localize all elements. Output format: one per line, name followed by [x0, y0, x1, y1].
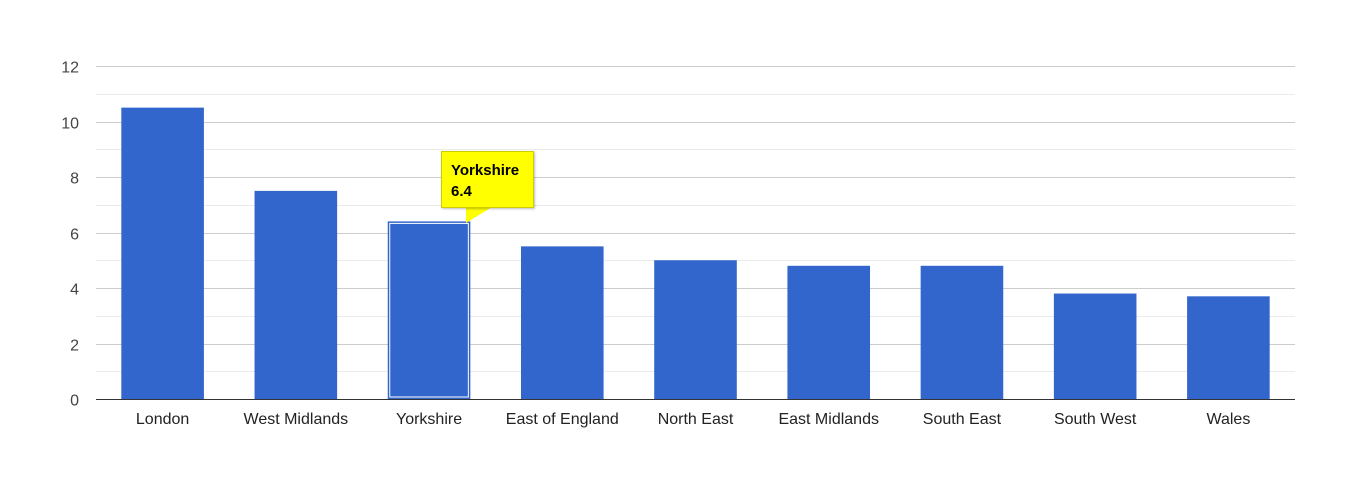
y-tick-label: 2 — [70, 338, 79, 355]
tooltip-value: 6.4 — [451, 183, 472, 200]
bar — [254, 190, 338, 399]
x-category-label: South West — [1054, 411, 1137, 428]
x-axis-category-labels: London West Midlands Yorkshire East of Engl… — [136, 411, 1250, 428]
y-tick-label: 4 — [70, 282, 79, 299]
y-tick-label: 10 — [61, 116, 79, 133]
bar — [121, 107, 204, 399]
y-axis-tick-labels: 0 2 4 6 8 10 12 — [61, 60, 79, 410]
x-category-label: London — [136, 411, 189, 428]
bar — [387, 221, 471, 399]
bar — [1053, 293, 1137, 399]
y-tick-label: 8 — [70, 171, 79, 188]
x-category-label: South East — [923, 411, 1002, 428]
bar-tooltip: Yorkshire 6.4 — [441, 151, 534, 208]
x-category-label: East Midlands — [778, 411, 879, 428]
tooltip-pointer — [466, 207, 492, 223]
y-tick-label: 0 — [70, 393, 79, 410]
tooltip-category: Yorkshire — [451, 162, 520, 179]
y-tick-label: 12 — [61, 60, 79, 77]
bar — [520, 246, 604, 399]
x-category-label: Yorkshire — [396, 411, 462, 428]
bar — [1187, 296, 1270, 399]
bar — [654, 260, 737, 399]
x-category-label: East of England — [506, 411, 619, 428]
bar — [920, 265, 1004, 399]
x-category-label: North East — [658, 411, 734, 428]
bar-highlight-outline — [389, 222, 469, 398]
x-category-label: Wales — [1206, 411, 1250, 428]
y-tick-label: 6 — [70, 227, 79, 244]
bars — [121, 107, 1270, 399]
bar — [787, 265, 871, 399]
x-category-label: West Midlands — [244, 411, 349, 428]
